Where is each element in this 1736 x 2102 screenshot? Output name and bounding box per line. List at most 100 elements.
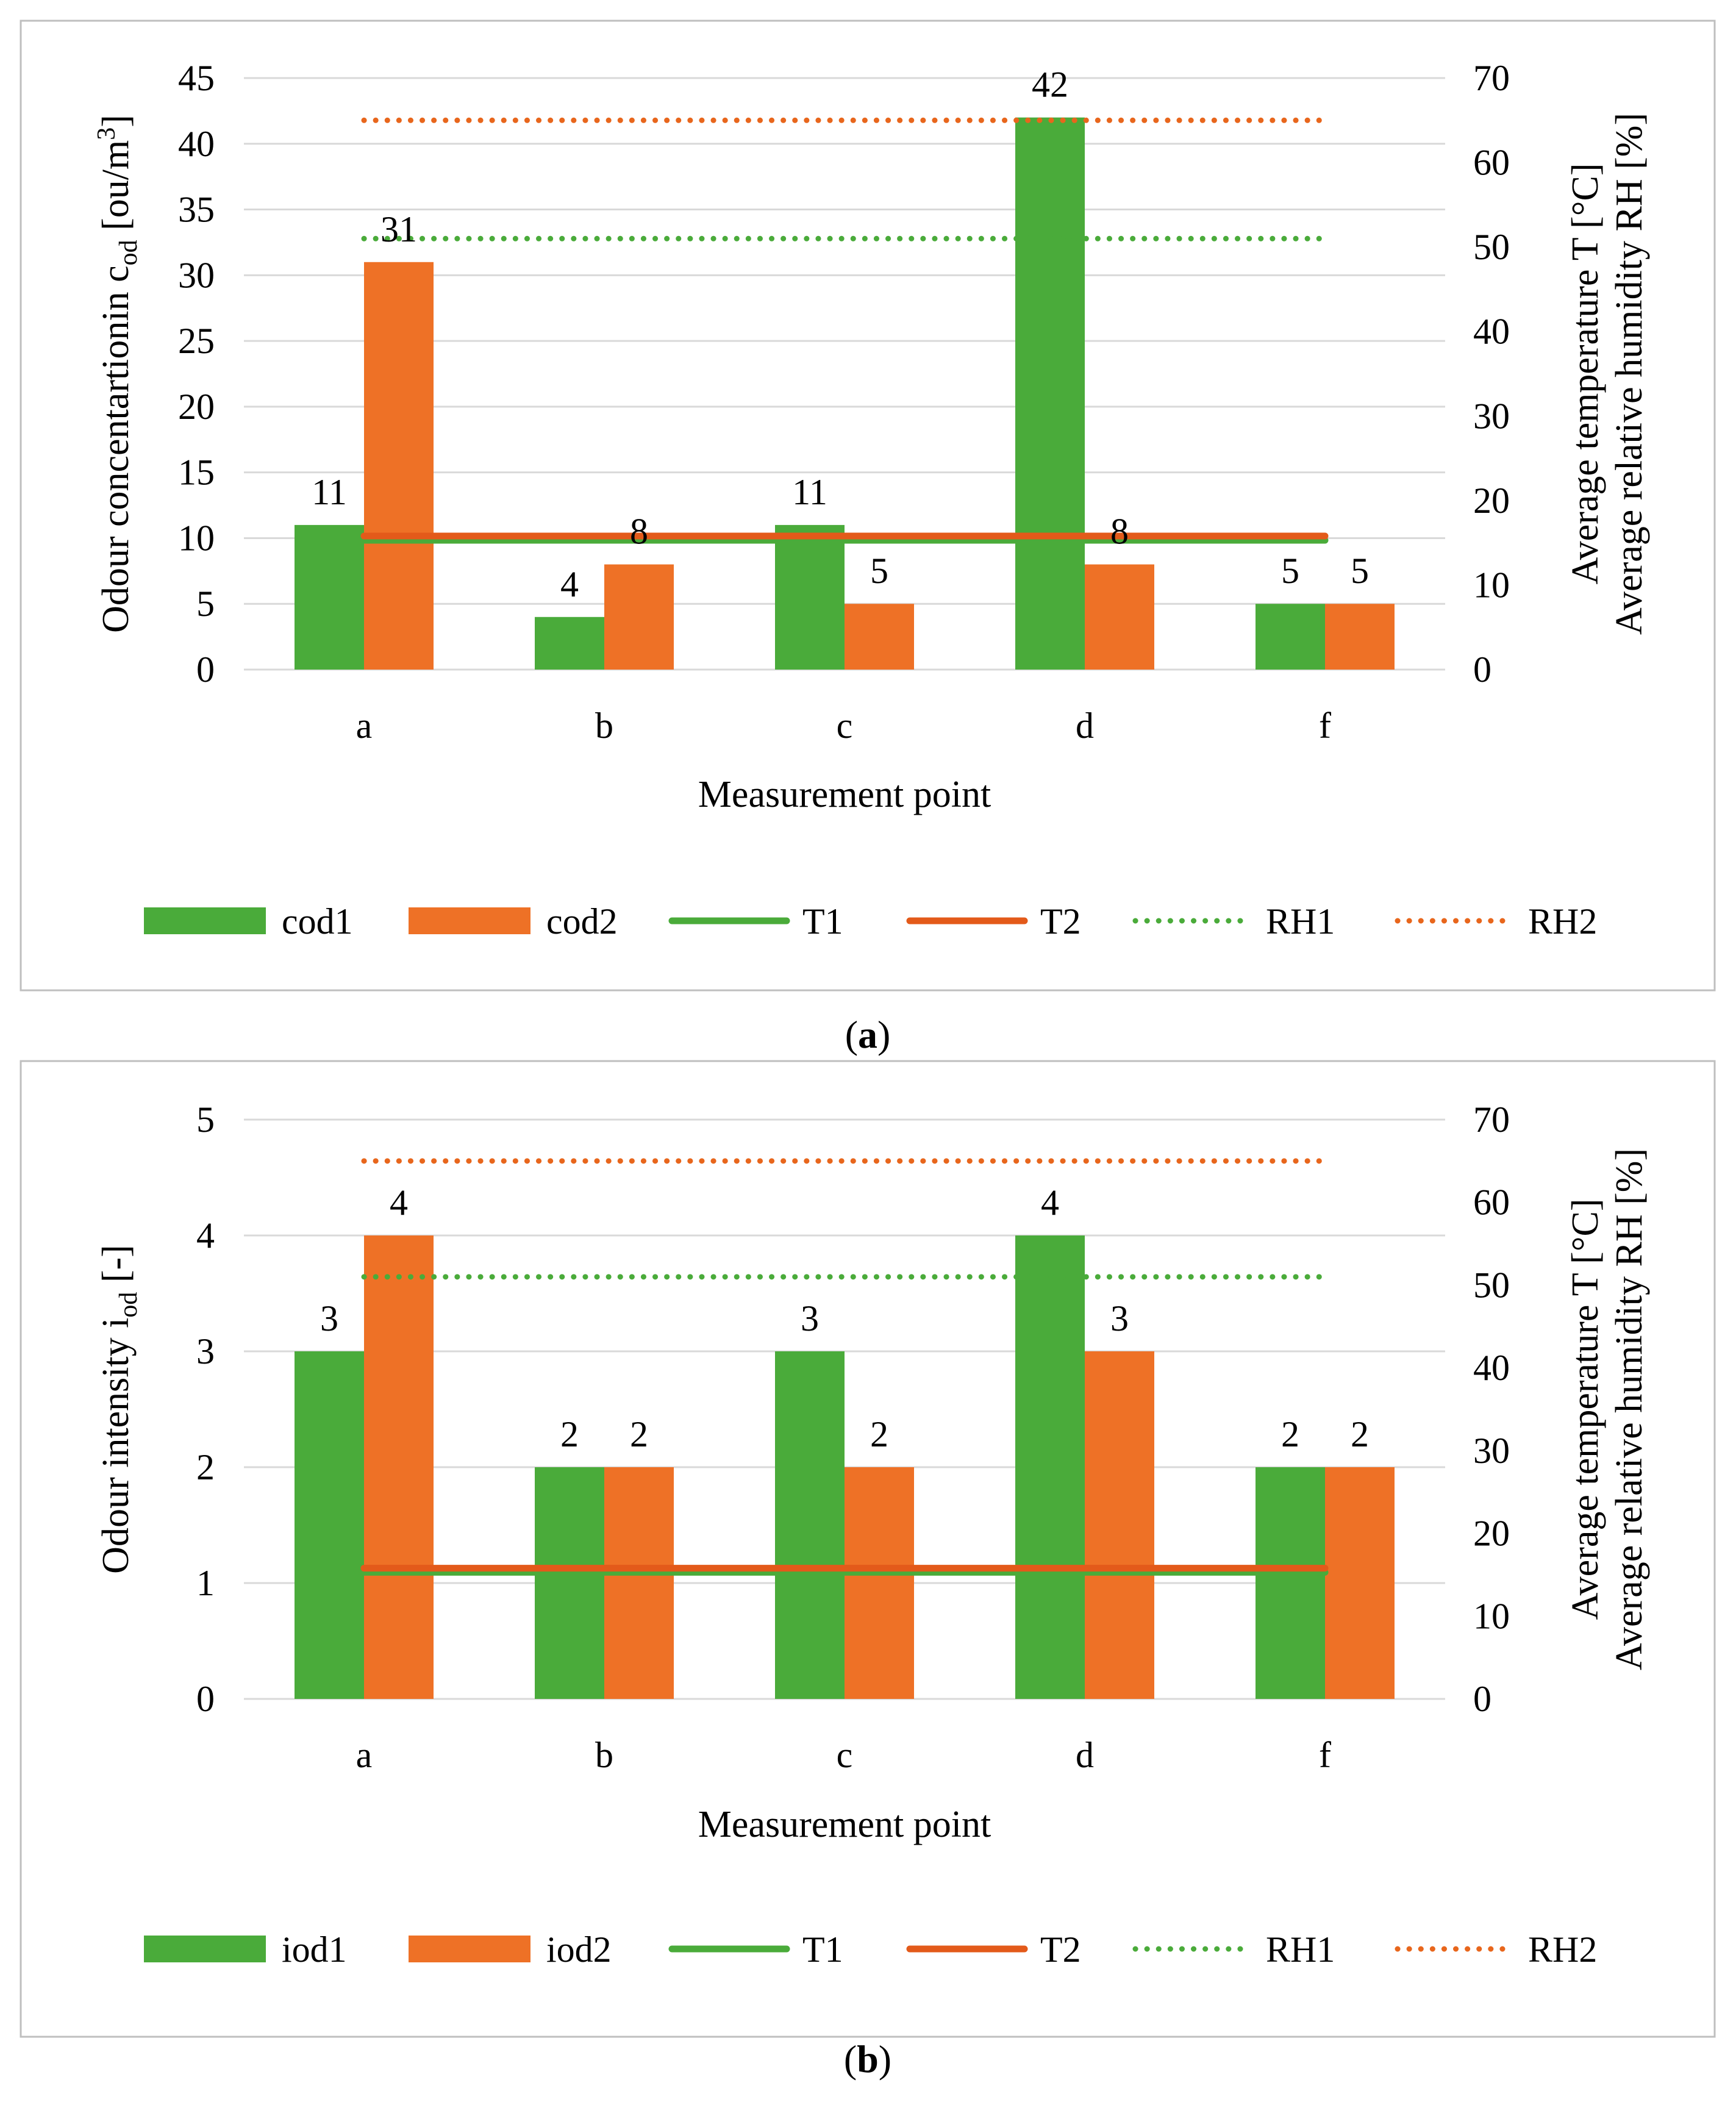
y-tick-label: 0: [196, 649, 215, 690]
bar-iod1-f: [1256, 1467, 1325, 1699]
x-tick-label: a: [356, 706, 373, 746]
bar-cod2-b: [604, 564, 674, 670]
x-tick-label: b: [595, 706, 613, 746]
data-label-iod2: 3: [1110, 1298, 1129, 1339]
y2-tick-label: 30: [1473, 396, 1510, 436]
x-axis-title: Measurement point: [698, 774, 991, 815]
bar-cod2-f: [1325, 604, 1395, 670]
y-tick-label: 0: [196, 1679, 215, 1719]
bar-cod2-d: [1085, 564, 1154, 670]
data-label-iod1: 3: [320, 1298, 338, 1339]
x-tick-label: f: [1319, 706, 1331, 746]
y2-axis-title-humidity: Average relative humidity RH [%]: [1609, 1148, 1650, 1670]
x-axis-title: Measurement point: [698, 1804, 991, 1845]
y-tick-label: 10: [178, 518, 215, 558]
x-tick-label: a: [356, 1735, 373, 1775]
bar-iod1-a: [295, 1351, 364, 1699]
bar-iod2-d: [1085, 1351, 1154, 1699]
y-axis-title: Odour concentartionin cod [ou/m3]: [93, 115, 143, 633]
y2-tick-label: 10: [1473, 565, 1510, 605]
bar-iod2-a: [364, 1235, 434, 1699]
y2-tick-label: 30: [1473, 1431, 1510, 1471]
x-tick-label: b: [595, 1735, 613, 1775]
bar-cod1-c: [775, 524, 845, 670]
y2-axis-title-temperature: Average temperature T [°C]: [1565, 163, 1606, 585]
bar-cod1-d: [1015, 117, 1085, 670]
data-label-iod2: 2: [870, 1414, 888, 1454]
y2-tick-label: 70: [1473, 58, 1510, 98]
y2-tick-label: 50: [1473, 227, 1510, 267]
data-label-cod2: 5: [870, 551, 888, 591]
x-tick-label: d: [1076, 1735, 1094, 1775]
y2-axis-title-temperature: Average temperature T [°C]: [1565, 1199, 1606, 1620]
y-tick-label: 3: [196, 1331, 215, 1371]
y-tick-label: 5: [196, 1099, 215, 1140]
data-label-cod1: 5: [1281, 551, 1299, 591]
legend-label-cod1: cod1: [282, 901, 353, 942]
legend-label-T1: T1: [802, 901, 843, 942]
data-label-cod1: 42: [1032, 65, 1068, 105]
y-tick-label: 30: [178, 255, 215, 295]
data-label-cod1: 4: [560, 564, 579, 604]
legend-label-iod1: iod1: [282, 1929, 347, 1970]
y-tick-label: 20: [178, 387, 215, 427]
bar-iod1-c: [775, 1351, 845, 1699]
y2-tick-label: 70: [1473, 1099, 1510, 1140]
legend-label-T1: T1: [802, 1929, 843, 1970]
x-tick-label: c: [837, 706, 853, 746]
bar-iod1-d: [1015, 1235, 1085, 1699]
legend-label-RH2: RH2: [1528, 901, 1597, 942]
y2-tick-label: 20: [1473, 481, 1510, 521]
y-tick-label: 2: [196, 1447, 215, 1487]
legend-label-RH2: RH2: [1528, 1929, 1597, 1970]
y-tick-label: 45: [178, 58, 215, 98]
bar-iod2-c: [845, 1467, 914, 1699]
y2-tick-label: 20: [1473, 1514, 1510, 1554]
legend-swatch-cod2: [409, 907, 530, 934]
legend-swatch-cod1: [144, 907, 266, 934]
data-label-cod2: 8: [1110, 512, 1129, 552]
data-label-iod1: 2: [560, 1414, 579, 1454]
bar-cod2-a: [364, 262, 434, 670]
panel-caption-b: (b): [844, 2037, 891, 2081]
data-label-iod2: 2: [1351, 1414, 1369, 1454]
data-label-cod2: 31: [380, 209, 417, 249]
bar-iod2-b: [604, 1467, 674, 1699]
bar-cod1-f: [1256, 604, 1325, 670]
y-tick-label: 1: [196, 1563, 215, 1603]
legend-label-RH1: RH1: [1266, 901, 1335, 942]
data-label-cod1: 11: [312, 472, 347, 512]
legend-label-RH1: RH1: [1266, 1929, 1335, 1970]
y2-axis-title-humidity: Average relative humidity RH [%]: [1609, 113, 1650, 635]
legend-swatch-iod2: [409, 1936, 530, 1962]
x-tick-label: c: [837, 1735, 853, 1775]
chart-frame: [20, 20, 1716, 992]
y2-tick-label: 10: [1473, 1596, 1510, 1636]
y-tick-label: 40: [178, 124, 215, 164]
legend-label-iod2: iod2: [546, 1929, 612, 1970]
data-label-cod2: 5: [1351, 551, 1369, 591]
data-label-iod2: 4: [390, 1182, 408, 1223]
y-axis-title: Odour intensity iod [-]: [95, 1245, 143, 1574]
bar-cod2-c: [845, 604, 914, 670]
y-tick-label: 4: [196, 1215, 215, 1256]
y2-tick-label: 60: [1473, 1182, 1510, 1223]
y2-tick-label: 40: [1473, 312, 1510, 352]
bar-iod1-b: [535, 1467, 604, 1699]
legend-label-T2: T2: [1040, 1929, 1081, 1970]
bar-cod1-a: [295, 524, 364, 670]
data-label-iod1: 2: [1281, 1414, 1299, 1454]
y-tick-label: 35: [178, 190, 215, 230]
data-label-cod2: 8: [630, 512, 648, 552]
bar-iod2-f: [1325, 1467, 1395, 1699]
legend-swatch-iod1: [144, 1936, 266, 1962]
y2-tick-label: 60: [1473, 143, 1510, 183]
bar-cod1-b: [535, 617, 604, 670]
legend-label-T2: T2: [1040, 901, 1081, 942]
legend-label-cod2: cod2: [546, 901, 618, 942]
y-tick-label: 25: [178, 321, 215, 361]
data-label-iod1: 3: [801, 1298, 819, 1339]
